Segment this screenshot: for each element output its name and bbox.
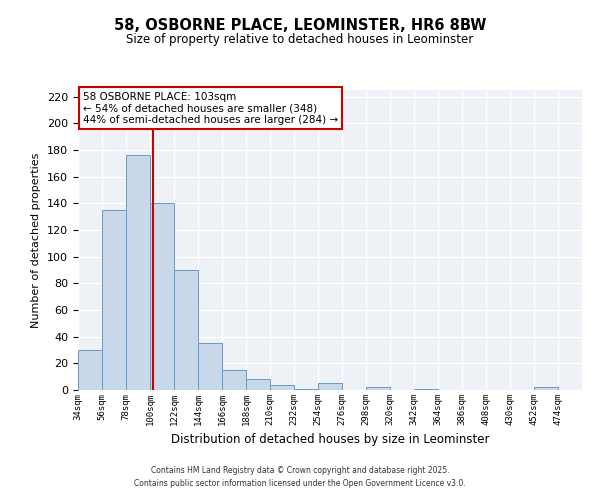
- Bar: [150, 204, 174, 390]
- Bar: [246, 380, 270, 390]
- Bar: [102, 210, 126, 390]
- Text: 58 OSBORNE PLACE: 103sqm
← 54% of detached houses are smaller (348)
44% of semi-: 58 OSBORNE PLACE: 103sqm ← 54% of detach…: [83, 92, 338, 124]
- Bar: [78, 350, 102, 390]
- Text: Contains HM Land Registry data © Crown copyright and database right 2025.
Contai: Contains HM Land Registry data © Crown c…: [134, 466, 466, 487]
- Bar: [414, 388, 438, 390]
- Bar: [222, 370, 246, 390]
- Bar: [534, 388, 558, 390]
- Text: 58, OSBORNE PLACE, LEOMINSTER, HR6 8BW: 58, OSBORNE PLACE, LEOMINSTER, HR6 8BW: [114, 18, 486, 32]
- Text: Size of property relative to detached houses in Leominster: Size of property relative to detached ho…: [127, 32, 473, 46]
- Bar: [294, 388, 318, 390]
- Bar: [366, 388, 390, 390]
- X-axis label: Distribution of detached houses by size in Leominster: Distribution of detached houses by size …: [171, 434, 489, 446]
- Y-axis label: Number of detached properties: Number of detached properties: [31, 152, 41, 328]
- Bar: [318, 384, 342, 390]
- Bar: [126, 156, 150, 390]
- Bar: [174, 270, 198, 390]
- Bar: [198, 344, 222, 390]
- Bar: [270, 384, 294, 390]
